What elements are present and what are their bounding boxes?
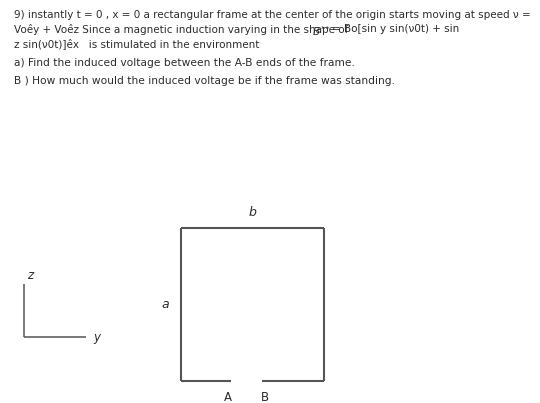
Text: z sin(ν0t)]êx   is stimulated in the environment: z sin(ν0t)]êx is stimulated in the envi… [14,38,259,49]
Text: = Bo[sin y sin(ν0t) + sin: = Bo[sin y sin(ν0t) + sin [332,24,460,34]
Text: z: z [27,269,33,282]
Text: A: A [224,391,232,403]
Text: $\mathit{B}^{**}$: $\mathit{B}^{**}$ [306,24,331,38]
Text: a: a [161,298,169,311]
Text: y: y [93,331,100,344]
Text: B: B [261,391,269,403]
Text: b: b [248,206,256,219]
Text: 9) instantly t = 0 , x = 0 a rectangular frame at the center of the origin start: 9) instantly t = 0 , x = 0 a rectangular… [14,10,530,20]
Text: a) Find the induced voltage between the A-B ends of the frame.: a) Find the induced voltage between the … [14,58,354,68]
Text: Voêy + Voêz Since a magnetic induction varying in the shape of: Voêy + Voêz Since a magnetic induction… [14,24,348,35]
Text: B ) How much would the induced voltage be if the frame was standing.: B ) How much would the induced voltage b… [14,76,395,86]
